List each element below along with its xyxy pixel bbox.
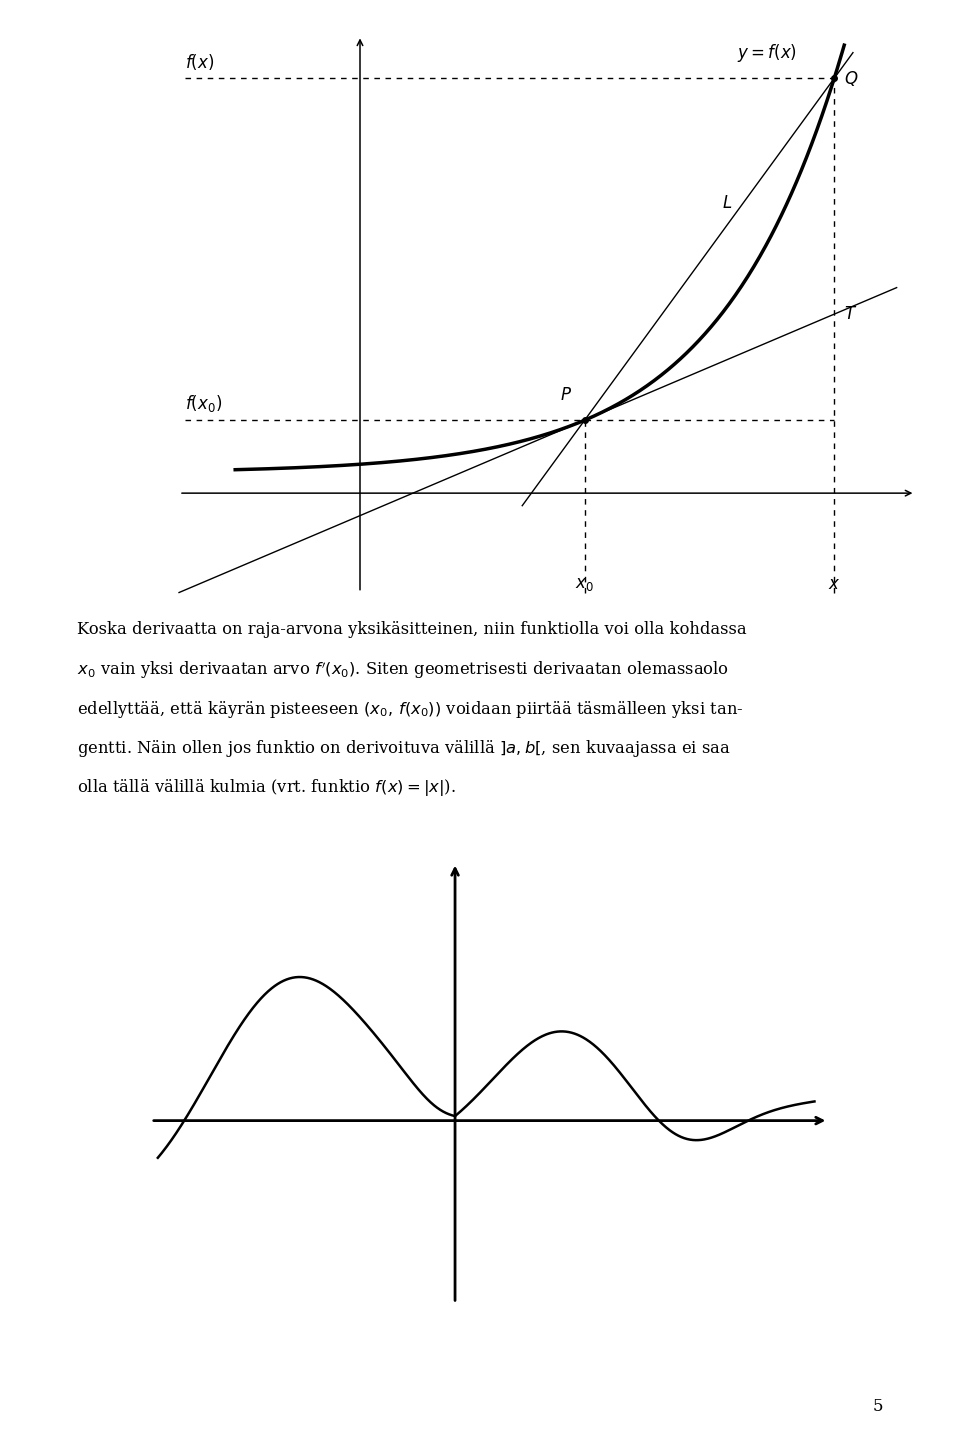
Text: gentti. Näin ollen jos funktio on derivoituva välillä $]a,b[$, sen kuvaajassa ei: gentti. Näin ollen jos funktio on derivo… [77,738,731,760]
Text: olla tällä välillä kulmia (vrt. funktio $f(x)=|x|$).: olla tällä välillä kulmia (vrt. funktio … [77,777,456,799]
Text: $f(x)$: $f(x)$ [185,52,214,72]
Text: $x_0$ vain yksi derivaatan arvo $f'(x_0)$. Siten geometrisesti derivaatan olemas: $x_0$ vain yksi derivaatan arvo $f'(x_0)… [77,660,729,682]
Text: $Q$: $Q$ [844,69,858,88]
Text: $x$: $x$ [828,576,840,592]
Text: 5: 5 [873,1398,883,1415]
Text: $T$: $T$ [844,306,857,322]
Text: $L$: $L$ [722,195,732,212]
Text: $P$: $P$ [560,387,572,404]
Text: Koska derivaatta on raja-arvona yksikäsitteinen, niin funktiolla voi olla kohdas: Koska derivaatta on raja-arvona yksikäsi… [77,621,747,638]
Text: $x_0$: $x_0$ [575,576,594,592]
Text: $y = f(x)$: $y = f(x)$ [737,42,797,64]
Text: $f(x_0)$: $f(x_0)$ [185,393,223,413]
Text: edellyttää, että käyrän pisteeseen $(x_0,\,f(x_0))$ voidaan piirtää täsmälleen y: edellyttää, että käyrän pisteeseen $(x_0… [77,699,743,721]
